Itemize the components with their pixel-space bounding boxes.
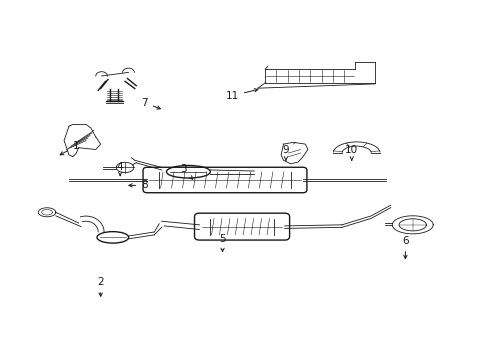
Text: 2: 2 (97, 277, 104, 296)
Text: 7: 7 (141, 98, 160, 109)
Text: 1: 1 (60, 141, 80, 155)
Text: 8: 8 (129, 180, 147, 190)
Text: 10: 10 (345, 144, 358, 160)
Text: 9: 9 (282, 144, 289, 160)
Text: 6: 6 (401, 236, 408, 258)
Text: 11: 11 (225, 89, 257, 101)
Text: 4: 4 (117, 162, 123, 176)
Text: 5: 5 (219, 234, 225, 251)
Text: 3: 3 (180, 164, 192, 179)
